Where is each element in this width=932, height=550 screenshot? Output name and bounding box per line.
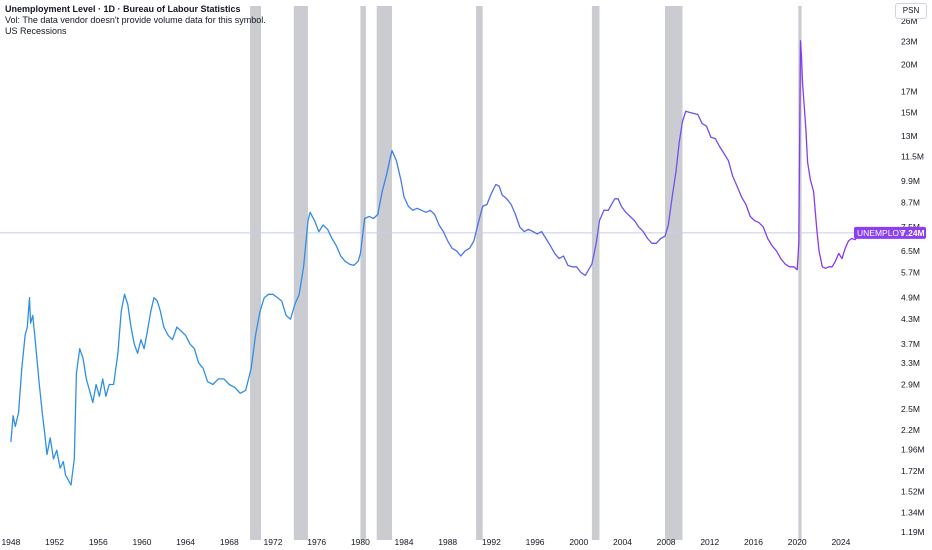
y-tick-label: 5.7M bbox=[901, 268, 920, 278]
x-tick-label: 1968 bbox=[220, 537, 239, 547]
x-tick-label: 2016 bbox=[744, 537, 763, 547]
y-tick-label: 1.96M bbox=[901, 444, 925, 454]
x-tick-label: 2020 bbox=[788, 537, 807, 547]
x-tick-label: 1992 bbox=[482, 537, 501, 547]
y-tick-label: 2.2M bbox=[901, 425, 920, 435]
recession-band-2 bbox=[293, 6, 308, 540]
symbol-label: UNEMPLOY bbox=[857, 228, 905, 238]
y-tick-label: 1.34M bbox=[901, 507, 925, 517]
recession-band-8 bbox=[798, 6, 802, 540]
x-tick-label: 1988 bbox=[438, 537, 457, 547]
y-tick-label: 13M bbox=[901, 131, 918, 141]
legend-volume-note: Vol: The data vendor doesn't provide vol… bbox=[5, 15, 266, 25]
scale-mode-button[interactable]: PSN bbox=[895, 3, 927, 19]
x-tick-label: 2004 bbox=[613, 537, 632, 547]
legend-recessions[interactable]: US Recessions bbox=[5, 26, 67, 36]
legend-title: Unemployment Level · 1D · Bureau of Labo… bbox=[5, 4, 241, 14]
x-tick-label: 1996 bbox=[526, 537, 545, 547]
y-tick-label: 20M bbox=[901, 60, 918, 70]
y-tick-label: 17M bbox=[901, 87, 918, 97]
y-tick-label: 2.9M bbox=[901, 380, 920, 390]
chart-legend: Unemployment Level · 1D · Bureau of Labo… bbox=[5, 4, 266, 37]
x-tick-label: 2012 bbox=[700, 537, 719, 547]
x-tick-label: 1976 bbox=[307, 537, 326, 547]
recession-band-3 bbox=[360, 6, 366, 540]
y-tick-label: 4.9M bbox=[901, 293, 920, 303]
recession-band-6 bbox=[591, 6, 600, 540]
y-tick-label: 1.52M bbox=[901, 487, 925, 497]
y-tick-label: 3.7M bbox=[901, 339, 920, 349]
last-value-label: UNEMPLOY 7.24M bbox=[854, 226, 926, 239]
x-tick-label: 1952 bbox=[45, 537, 64, 547]
x-tick-label: 2008 bbox=[657, 537, 676, 547]
y-tick-label: 15M bbox=[901, 107, 918, 117]
last-value-badge bbox=[854, 226, 926, 239]
y-tick-label: 11.5M bbox=[901, 151, 924, 161]
last-value-text: 7.24M bbox=[901, 228, 925, 238]
recession-band-1 bbox=[250, 6, 261, 540]
y-tick-label: 2.5M bbox=[901, 404, 920, 414]
recession-band-5 bbox=[476, 6, 483, 540]
recession-bands bbox=[250, 6, 802, 540]
y-tick-label: 6.5M bbox=[901, 246, 920, 256]
x-tick-label: 1956 bbox=[89, 537, 108, 547]
price-axis[interactable]: 1.19M 1.34M 1.52M 1.72M 1.96M 2.2M 2.5M 2.9M 3.3… bbox=[901, 16, 925, 537]
recession-band-7 bbox=[665, 6, 683, 540]
y-tick-label: 4.3M bbox=[901, 314, 920, 324]
x-tick-label: 1972 bbox=[264, 537, 283, 547]
y-tick-label: 1.19M bbox=[901, 527, 925, 537]
x-tick-label: 1964 bbox=[176, 537, 195, 547]
y-tick-label: 26M bbox=[901, 16, 918, 26]
x-tick-label: 1984 bbox=[395, 537, 414, 547]
y-tick-label: 3.3M bbox=[901, 358, 920, 368]
x-tick-label: 1960 bbox=[133, 537, 152, 547]
y-tick-label: 9.9M bbox=[901, 176, 920, 186]
y-tick-label: 1.72M bbox=[901, 466, 925, 476]
x-tick-label: 2024 bbox=[831, 537, 850, 547]
y-tick-label: 23M bbox=[901, 37, 918, 47]
unemployment-series-line bbox=[10, 40, 862, 486]
time-axis[interactable]: 1948 1952 1956 1960 1964 1968 1972 1976 1980 1984… bbox=[1, 537, 850, 547]
y-tick-label: 8.7M bbox=[901, 198, 920, 208]
x-tick-label: 1948 bbox=[1, 537, 20, 547]
x-tick-label: 2000 bbox=[569, 537, 588, 547]
recession-band-4 bbox=[376, 6, 392, 540]
x-tick-label: 1980 bbox=[351, 537, 370, 547]
